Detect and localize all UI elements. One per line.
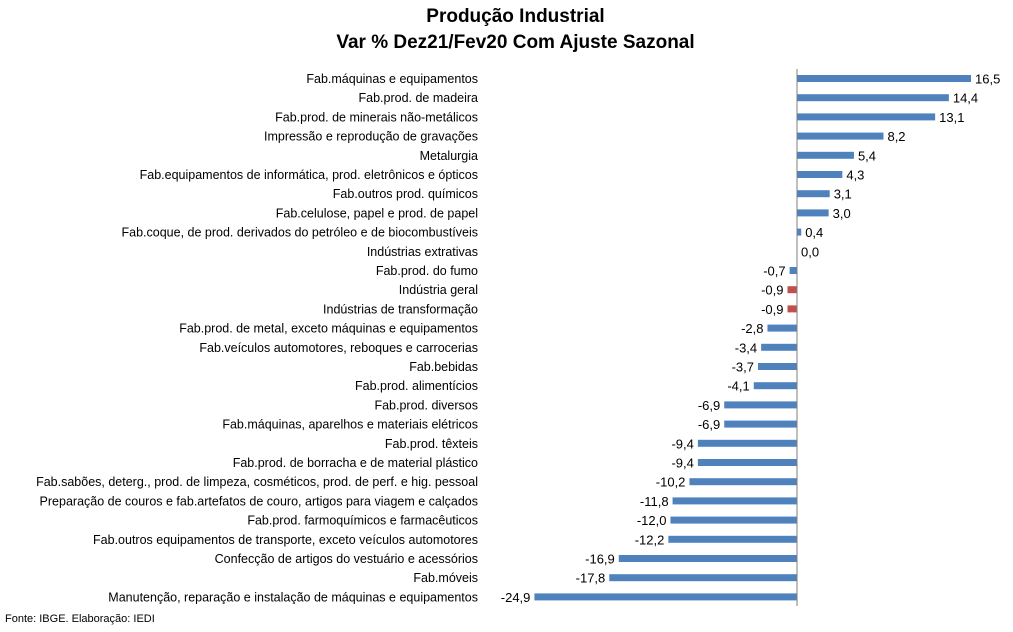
value-label: -0,7 — [763, 264, 785, 279]
source-note: Fonte: IBGE. Elaboração: IEDI — [5, 613, 155, 625]
category-label: Indústrias extrativas — [367, 245, 478, 259]
category-label: Fab.outros prod. químicos — [333, 187, 478, 201]
value-label: -6,9 — [698, 417, 720, 432]
bar — [797, 228, 802, 236]
category-label: Fab.prod. de borracha e de material plás… — [233, 456, 478, 470]
value-label: 4,3 — [846, 168, 864, 183]
bar — [797, 132, 884, 140]
bar — [787, 286, 797, 294]
bar — [724, 401, 797, 409]
category-label: Metalurgia — [420, 149, 478, 163]
bar — [668, 535, 797, 543]
bar — [797, 151, 854, 159]
category-label: Fab.prod. alimentícios — [355, 379, 478, 393]
bar — [797, 113, 936, 121]
value-label: -4,1 — [727, 379, 749, 394]
bar — [767, 324, 797, 332]
bar — [618, 555, 797, 562]
category-label: Fab.prod. têxteis — [385, 437, 478, 451]
bar — [689, 478, 797, 486]
category-label: Fab.celulose, papel e prod. de papel — [276, 206, 478, 220]
value-label: -6,9 — [698, 398, 720, 413]
bar — [753, 382, 797, 390]
bar — [697, 439, 797, 447]
category-label: Fab.veículos automotores, reboques e car… — [199, 341, 478, 355]
value-label: -0,9 — [761, 283, 783, 298]
category-label: Fab.coque, de prod. derivados do petróle… — [122, 226, 478, 240]
bar — [534, 593, 797, 601]
category-label: Confecção de artigos do vestuário e aces… — [215, 552, 478, 566]
bar — [787, 305, 797, 313]
bar — [670, 516, 797, 524]
value-label: -0,9 — [761, 302, 783, 317]
category-label: Impressão e reprodução de gravações — [264, 130, 478, 144]
bar — [797, 209, 829, 217]
bar — [609, 574, 797, 582]
value-label: 13,1 — [939, 110, 964, 125]
category-label: Fab.bebidas — [409, 360, 478, 374]
value-label: -24,9 — [501, 590, 531, 605]
value-label: -16,9 — [585, 552, 615, 567]
bar — [757, 363, 797, 370]
bar — [797, 171, 843, 178]
value-label: 16,5 — [975, 72, 1000, 87]
category-label: Fab.prod. de minerais não-metálicos — [275, 110, 478, 124]
chart-subtitle: Var % Dez21/Fev20 Com Ajuste Sazonal — [336, 32, 695, 53]
bar — [761, 343, 797, 351]
value-label: 0,4 — [805, 225, 823, 240]
value-label: 5,4 — [858, 148, 876, 163]
value-label: 3,0 — [833, 206, 851, 221]
value-label: -12,2 — [635, 532, 665, 547]
value-labels-layer: 16,5 14,4 13,1 8,2 5,4 4,3 3,1 3,0 0,4 0,0 -0,7 -0,… — [501, 72, 1001, 605]
value-label: 8,2 — [887, 129, 905, 144]
bar — [789, 267, 797, 274]
value-label: -3,4 — [735, 340, 757, 355]
value-label: 14,4 — [953, 91, 978, 106]
category-label: Fab.móveis — [413, 571, 478, 585]
value-label: -2,8 — [741, 321, 763, 336]
value-label: 0,0 — [801, 244, 819, 259]
value-label: -10,2 — [656, 475, 686, 490]
category-label: Manutenção, reparação e instalação de má… — [108, 590, 478, 604]
value-label: -9,4 — [671, 456, 693, 471]
bar — [697, 459, 797, 466]
chart-title: Produção Industrial — [426, 6, 605, 27]
category-label: Fab.prod. farmoquímicos e farmacêuticos — [247, 514, 478, 528]
chart-title-block: Produção Industrial Var % Dez21/Fev20 Co… — [0, 4, 1013, 56]
bars-layer — [534, 75, 971, 601]
category-label: Fab.prod. do fumo — [376, 264, 478, 278]
category-label: Indústria geral — [399, 283, 478, 297]
bar — [724, 420, 797, 428]
category-label: Fab.máquinas, aparelhos e materiais elét… — [222, 418, 478, 432]
bar — [797, 190, 830, 198]
category-label: Fab.outros equipamentos de transporte, e… — [93, 533, 478, 547]
value-label: -17,8 — [576, 571, 606, 586]
category-label: Indústrias de transformação — [323, 302, 478, 316]
value-label: -11,8 — [640, 494, 669, 509]
bar — [672, 497, 797, 505]
bar — [797, 94, 949, 102]
category-label: Fab.máquinas e equipamentos — [306, 72, 478, 86]
category-label: Fab.sabões, deterg., prod. de limpeza, c… — [36, 475, 478, 489]
category-label: Fab.equipamentos de informática, prod. e… — [140, 168, 478, 182]
category-label: Fab.prod. de madeira — [358, 91, 478, 105]
category-label: Preparação de couros e fab.artefatos de … — [40, 494, 478, 508]
category-label: Fab.prod. de metal, exceto máquinas e eq… — [179, 322, 478, 336]
category-label: Fab.prod. diversos — [374, 398, 478, 412]
value-label: 3,1 — [834, 187, 852, 202]
value-label: -9,4 — [671, 436, 693, 451]
category-labels-layer: Fab.máquinas e equipamentos Fab.prod. de … — [36, 72, 478, 604]
value-label: -12,0 — [637, 513, 667, 528]
bar — [797, 75, 971, 82]
value-label: -3,7 — [732, 360, 754, 375]
